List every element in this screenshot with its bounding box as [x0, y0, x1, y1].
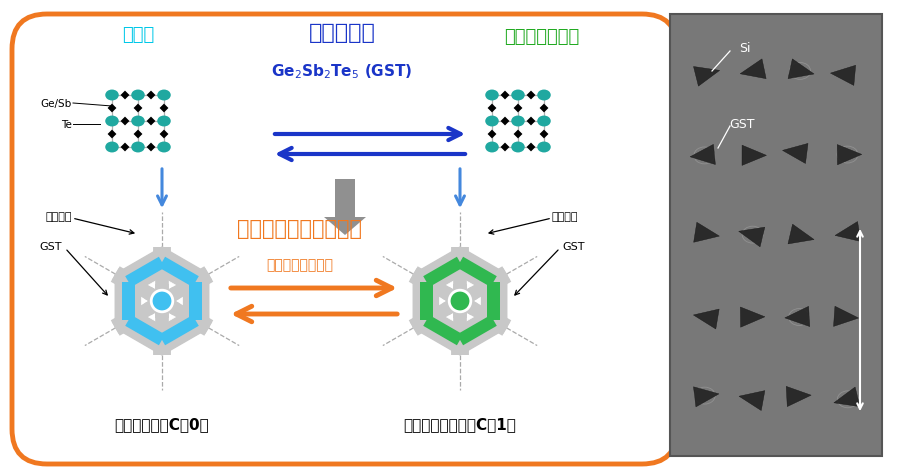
Polygon shape: [122, 282, 134, 321]
Polygon shape: [500, 117, 509, 126]
Polygon shape: [540, 130, 548, 139]
Ellipse shape: [105, 142, 119, 153]
Text: GST: GST: [40, 241, 62, 251]
Bar: [670, 15, 882, 456]
Polygon shape: [690, 145, 716, 165]
Polygon shape: [108, 104, 116, 113]
Polygon shape: [835, 222, 860, 242]
Text: アモルファス相: アモルファス相: [504, 28, 580, 46]
Polygon shape: [694, 68, 720, 87]
Ellipse shape: [105, 90, 119, 101]
Ellipse shape: [537, 142, 551, 153]
Polygon shape: [782, 144, 808, 164]
Polygon shape: [420, 282, 433, 321]
Text: ノーマル相（C＝0）: ノーマル相（C＝0）: [114, 416, 210, 432]
Circle shape: [449, 290, 471, 312]
Polygon shape: [837, 145, 862, 166]
Polygon shape: [125, 257, 165, 288]
Text: GST: GST: [562, 241, 584, 251]
Ellipse shape: [485, 90, 499, 101]
Polygon shape: [147, 143, 156, 152]
Polygon shape: [125, 316, 165, 346]
Polygon shape: [831, 66, 856, 86]
Ellipse shape: [511, 116, 525, 127]
Ellipse shape: [537, 90, 551, 101]
Text: フォトニック結晶: フォトニック結晶: [266, 258, 334, 271]
Polygon shape: [500, 91, 509, 100]
Ellipse shape: [511, 142, 525, 153]
Polygon shape: [121, 117, 130, 126]
Ellipse shape: [485, 142, 499, 153]
Polygon shape: [526, 117, 536, 126]
Text: Ge$_2$Sb$_2$Te$_5$ (GST): Ge$_2$Sb$_2$Te$_5$ (GST): [271, 62, 413, 81]
Polygon shape: [115, 248, 209, 355]
Text: Te: Te: [61, 120, 72, 130]
Text: シリコン: シリコン: [552, 211, 579, 221]
Polygon shape: [133, 130, 142, 139]
Polygon shape: [159, 104, 168, 113]
Polygon shape: [785, 307, 810, 327]
Ellipse shape: [158, 116, 171, 127]
Polygon shape: [694, 223, 719, 243]
Text: 光トポロジカル相転移: 光トポロジカル相転移: [238, 218, 363, 238]
Polygon shape: [457, 257, 497, 288]
Polygon shape: [834, 387, 860, 407]
Polygon shape: [133, 104, 142, 113]
Polygon shape: [788, 60, 814, 79]
Polygon shape: [742, 146, 767, 166]
Ellipse shape: [511, 90, 525, 101]
Text: 物質相転移: 物質相転移: [309, 23, 375, 43]
Polygon shape: [108, 130, 116, 139]
Polygon shape: [788, 225, 814, 244]
Polygon shape: [740, 60, 766, 79]
Polygon shape: [488, 282, 500, 321]
Polygon shape: [514, 104, 522, 113]
Ellipse shape: [131, 90, 145, 101]
Polygon shape: [147, 117, 156, 126]
Polygon shape: [693, 309, 719, 329]
Ellipse shape: [158, 142, 171, 153]
Polygon shape: [423, 316, 464, 346]
Polygon shape: [500, 143, 509, 152]
Polygon shape: [526, 91, 536, 100]
Polygon shape: [741, 307, 765, 327]
Polygon shape: [159, 130, 168, 139]
Polygon shape: [159, 257, 199, 288]
Polygon shape: [787, 387, 811, 407]
Polygon shape: [413, 248, 507, 355]
Polygon shape: [190, 282, 202, 321]
Polygon shape: [694, 387, 719, 407]
Text: GST: GST: [729, 118, 755, 131]
Ellipse shape: [158, 90, 171, 101]
Ellipse shape: [131, 116, 145, 127]
Polygon shape: [739, 228, 765, 248]
Polygon shape: [121, 91, 130, 100]
Ellipse shape: [485, 116, 499, 127]
FancyArrow shape: [324, 179, 366, 236]
Polygon shape: [526, 143, 536, 152]
Polygon shape: [457, 316, 497, 346]
Text: Ge/Sb: Ge/Sb: [40, 99, 72, 109]
Polygon shape: [833, 307, 859, 327]
Text: トポロジカル相（C＝1）: トポロジカル相（C＝1）: [403, 416, 517, 432]
Ellipse shape: [105, 116, 119, 127]
Polygon shape: [159, 316, 199, 346]
Polygon shape: [141, 278, 183, 325]
Polygon shape: [514, 130, 522, 139]
Polygon shape: [488, 104, 497, 113]
Polygon shape: [739, 391, 765, 411]
Polygon shape: [488, 130, 497, 139]
Ellipse shape: [537, 116, 551, 127]
FancyBboxPatch shape: [12, 15, 677, 464]
Text: シリコン: シリコン: [46, 211, 72, 221]
Polygon shape: [121, 143, 130, 152]
Circle shape: [151, 290, 173, 312]
Polygon shape: [540, 104, 548, 113]
Text: Si: Si: [739, 42, 751, 55]
Ellipse shape: [131, 142, 145, 153]
Polygon shape: [423, 257, 464, 288]
Text: 結晶相: 結晶相: [122, 26, 154, 44]
Polygon shape: [439, 278, 481, 325]
Polygon shape: [147, 91, 156, 100]
